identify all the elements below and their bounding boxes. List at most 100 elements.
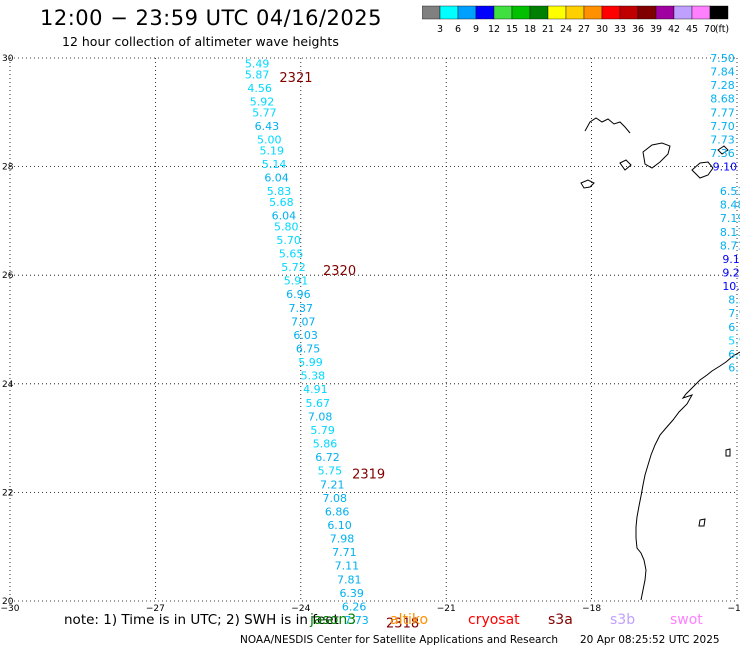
wave-height-label: 5.67 (306, 397, 331, 410)
wave-height-label: 7.84 (710, 66, 735, 79)
wave-height-label: 7.71 (332, 546, 357, 559)
wave-height-label: 6.86 (325, 505, 350, 518)
madeira-coast (584, 117, 631, 134)
wave-height-label: 7.9 (728, 307, 740, 320)
colorbar-tick-label: 21 (542, 24, 554, 35)
wave-height-label: 7.08 (308, 410, 333, 423)
cycle-number-label: 2321 (279, 71, 312, 86)
latitude-tick-label: 26 (2, 271, 14, 281)
africa-coast (635, 351, 740, 601)
colorbar-tick-label: 12 (488, 24, 500, 35)
page-title: 12:00 − 23:59 UTC 04/16/2025 (40, 6, 383, 30)
wave-height-label: 5.68 (269, 196, 294, 209)
colorbar-legend: 3 6 9 12 15 18 21 24 27 30 33 36 39 42 45 70(ft) (422, 5, 729, 35)
cycle-number-label: 2319 (352, 467, 385, 482)
map-grid: −30 −27 −24 −21 −18 −15 30 28 26 24 22 20 (1, 54, 740, 614)
colorbar-tick-label: 9 (473, 24, 479, 35)
colorbar-tick-label: 15 (506, 24, 518, 35)
wave-height-label: 7.19 (720, 212, 740, 225)
wave-height-label: 5.9 (728, 334, 740, 347)
wave-height-label: 5.75 (318, 465, 343, 478)
wave-height-label: 5.14 (262, 158, 287, 171)
colorbar-tick-label: 3 (437, 24, 443, 35)
wave-height-label: 6.72 (315, 451, 340, 464)
satellite-name: s3b (610, 612, 636, 628)
wave-height-label: 7.07 (291, 315, 316, 328)
wave-height-label: 6.43 (255, 120, 280, 133)
longitude-tick-label: −30 (1, 604, 20, 614)
wave-height-label: 9.10 (713, 161, 738, 174)
latitude-tick-label: 24 (2, 380, 14, 390)
wave-height-label: 7.36 (710, 147, 735, 160)
satellite-name: jason3 (310, 612, 357, 628)
colorbar-tick-label: 6 (455, 24, 461, 35)
latitude-tick-label: 20 (2, 597, 14, 607)
latitude-tick-label: 30 (2, 54, 14, 64)
wave-height-label: 6.10 (327, 519, 352, 532)
wave-height-label: 5.49 (245, 57, 270, 70)
colorbar-tick-label: 45 (686, 24, 698, 35)
wave-height-label: 7.37 (289, 302, 314, 315)
wave-height-label: 6.7 (728, 321, 740, 334)
wave-height-label: 10.0 (722, 280, 740, 293)
satellite-name: s3a (548, 612, 573, 628)
colorbar-tick-label: 39 (650, 24, 662, 35)
satellite-name: cryosat (468, 612, 520, 628)
wave-height-label: 5.70 (276, 234, 301, 247)
wave-height-label: 5.65 (279, 247, 304, 260)
wave-height-label: 9.27 (722, 266, 740, 279)
wave-height-label: 6.04 (272, 209, 297, 222)
satellite-name: swot (670, 612, 703, 628)
wave-height-label: 8.5 (728, 294, 740, 307)
cycle-labels: 2321 2320 2319 2318 (279, 71, 419, 632)
coastline (580, 117, 740, 601)
wave-height-label: 5.99 (298, 356, 323, 369)
wave-height-label: 7.21 (320, 478, 345, 491)
wave-height-label: 5.72 (281, 261, 306, 274)
wave-height-label: 6.39 (339, 587, 364, 600)
colorbar-tick-label: 70 (704, 24, 716, 35)
credit-line: NOAA/NESDIS Center for Satellite Applica… (240, 634, 558, 646)
colorbar-tick-label: 36 (632, 24, 644, 35)
wave-height-label: 5.83 (267, 185, 292, 198)
satellite-name: altiko (390, 612, 429, 628)
colorbar-tick-label: 27 (578, 24, 590, 35)
wave-height-label: 6.75 (296, 343, 321, 356)
longitude-tick-label: −15 (728, 604, 740, 614)
wave-height-label: 8.71 (720, 239, 740, 252)
wave-height-label: 7.73 (710, 133, 735, 146)
altimeter-tracks: 5.495.874.565.925.776.435.005.195.146.04… (245, 52, 740, 627)
wave-height-label: 8.13 (720, 226, 740, 239)
longitude-tick-label: −27 (146, 604, 165, 614)
wave-height-label: 6.4 (728, 348, 740, 361)
page-subtitle: 12 hour collection of altimeter wave hei… (62, 34, 339, 49)
cycle-number-label: 2320 (323, 264, 356, 279)
colorbar-tick-label: 30 (596, 24, 608, 35)
wave-height-label: 6.04 (264, 171, 289, 184)
colorbar-unit: (ft) (715, 24, 729, 35)
colorbar-tick-label: 24 (560, 24, 572, 35)
latitude-tick-label: 22 (2, 488, 13, 498)
cycle-number-label: 2318 (386, 617, 419, 632)
generated-timestamp: 20 Apr 08:25:52 UTC 2025 (580, 634, 720, 646)
colorbar-tick-label: 33 (614, 24, 626, 35)
wave-height-label: 8.48 (720, 199, 740, 212)
colorbar-tick-label: 18 (524, 24, 536, 35)
wave-height-label: 4.56 (247, 82, 272, 95)
wave-height-label: 5.38 (301, 370, 326, 383)
wave-height-label: 7.50 (710, 52, 735, 65)
latitude-tick-label: 28 (2, 163, 14, 173)
canary-islands (580, 142, 729, 189)
wave-height-label: 6.03 (293, 329, 318, 342)
wave-height-label: 6.96 (286, 288, 311, 301)
wave-height-label: 7.77 (710, 106, 735, 119)
wave-height-label: 7.28 (710, 79, 735, 92)
units-note: note: 1) Time is in UTC; 2) SWH is in fe… (64, 612, 339, 628)
wave-height-label: 5.00 (257, 133, 282, 146)
colorbar-tick-label: 42 (668, 24, 680, 35)
wave-height-label: 7.73 (344, 614, 369, 627)
longitude-tick-label: −21 (437, 604, 456, 614)
wave-height-label: 7.11 (335, 560, 360, 573)
wave-height-label: 4.91 (303, 383, 328, 396)
